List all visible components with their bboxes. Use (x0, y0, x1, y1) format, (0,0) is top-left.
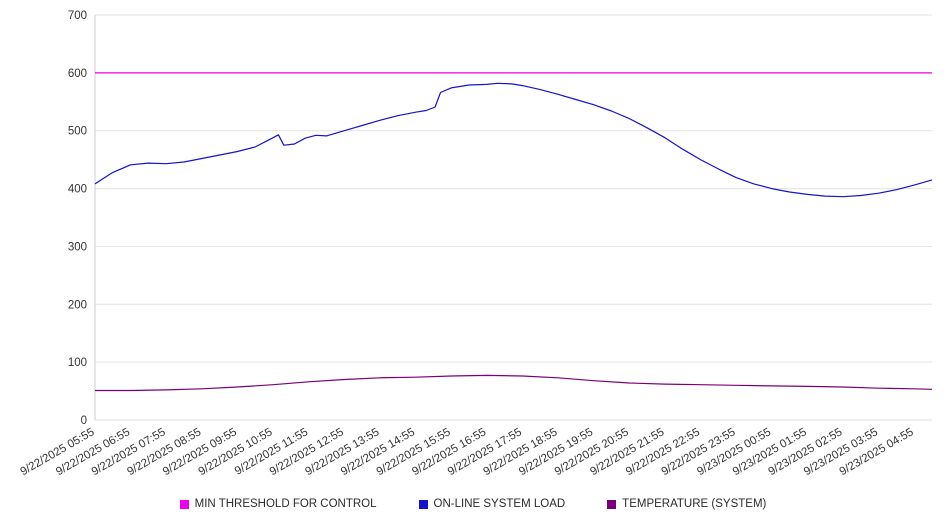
y-tick-label: 700 (68, 10, 87, 22)
legend-swatch-temperature-icon (607, 499, 617, 509)
series-line-2 (95, 374, 933, 392)
y-tick-label: 500 (68, 126, 87, 138)
legend-label-system-load: ON-LINE SYSTEM LOAD (433, 498, 566, 510)
y-tick-label: 400 (68, 184, 87, 196)
y-tick-label: 600 (68, 68, 87, 80)
series-line-1 (94, 82, 933, 198)
legend-label-min-threshold: MIN THRESHOLD FOR CONTROL (194, 498, 377, 510)
legend-item-temperature: TEMPERATURE (SYSTEM) (607, 498, 766, 510)
y-tick-label: 300 (68, 241, 87, 253)
legend-label-temperature: TEMPERATURE (SYSTEM) (622, 498, 767, 510)
y-tick-label: 100 (68, 357, 87, 369)
legend-item-system-load: ON-LINE SYSTEM LOAD (418, 498, 566, 510)
legend-swatch-min-threshold-icon (179, 499, 189, 509)
legend-swatch-system-load-icon (418, 499, 428, 509)
legend-item-min-threshold: MIN THRESHOLD FOR CONTROL (179, 498, 377, 510)
y-tick-label: 200 (68, 299, 87, 311)
chart-legend: MIN THRESHOLD FOR CONTROL ON-LINE SYSTEM… (0, 498, 946, 510)
y-tick-label: 0 (81, 415, 87, 427)
